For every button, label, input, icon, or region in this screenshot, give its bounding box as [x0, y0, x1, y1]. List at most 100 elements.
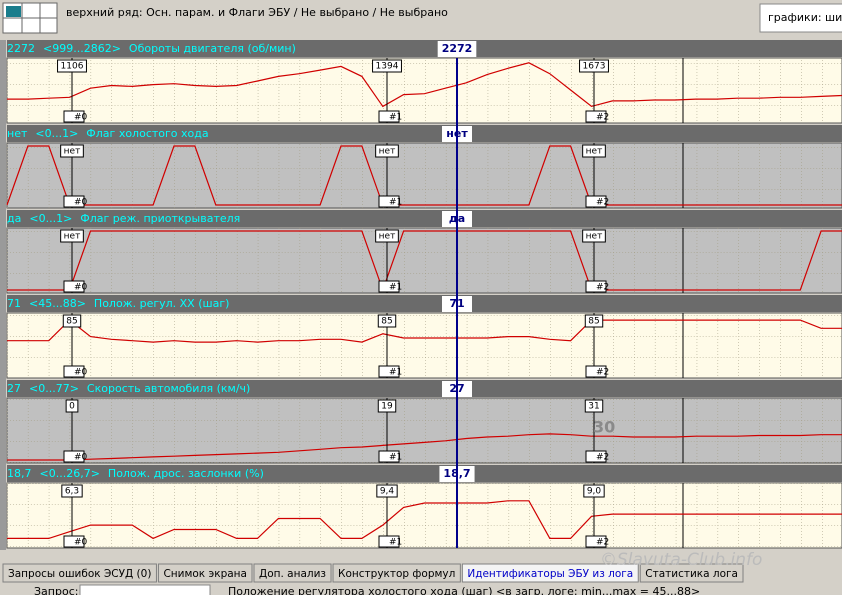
marker-index-box [585, 110, 607, 123]
marker-index: #0 [74, 113, 88, 123]
marker-value-box [376, 484, 398, 498]
marker-index-box [585, 535, 607, 548]
panel-header [7, 125, 842, 142]
toolbar [0, 0, 842, 38]
marker-index-box [63, 280, 85, 293]
tab[interactable] [461, 563, 639, 583]
request-input[interactable] [79, 584, 211, 595]
tab[interactable] [639, 563, 744, 583]
cursor-value-box [437, 41, 477, 57]
header-value: 27 [7, 382, 21, 395]
tab[interactable] [2, 563, 157, 583]
marker-value-box [372, 59, 402, 73]
marker-value: нет [64, 232, 81, 242]
layout-icon[interactable] [2, 2, 58, 34]
marker-index: #2 [596, 283, 609, 293]
marker-index-box [585, 280, 607, 293]
marker-value: 6,3 [65, 487, 79, 497]
marker-value: нет [586, 147, 603, 157]
trace [7, 230, 842, 292]
tab[interactable] [157, 563, 253, 583]
marker-value-box [579, 59, 609, 73]
header-value: 71 [7, 297, 21, 310]
marker-index-box [378, 450, 400, 463]
marker-index: #2 [596, 538, 609, 548]
trace [7, 62, 842, 108]
marker-value: 19 [381, 402, 393, 412]
marker-index: #1 [389, 453, 402, 463]
trace [7, 500, 842, 540]
tab-label[interactable]: Запросы ошибок ЭСУД (0) [8, 568, 151, 580]
header-value: 18,7 [7, 467, 32, 480]
marker-index-box [585, 450, 607, 463]
marker-value: 31 [588, 402, 599, 412]
header-range: <0...77> [29, 382, 79, 395]
marker-value-box [60, 229, 84, 243]
tab-label[interactable]: Конструктор формул [338, 568, 455, 580]
graphs-box[interactable] [759, 3, 842, 33]
marker-value: 85 [66, 317, 77, 327]
marker-index: #2 [596, 198, 609, 208]
marker-value: 0 [69, 402, 75, 412]
header-value: нет [7, 127, 28, 140]
marker-index: #1 [389, 368, 402, 378]
marker-value: нет [379, 232, 396, 242]
marker-index-box [63, 365, 85, 378]
panel-header [7, 210, 842, 227]
marker-index-box [378, 535, 400, 548]
marker-index: #2 [596, 368, 609, 378]
marker-value-box [61, 484, 83, 498]
marker-index-box [378, 110, 400, 123]
plot-grid [7, 313, 842, 378]
plot-grid [7, 228, 842, 293]
plot-grid [7, 398, 842, 463]
tab-label[interactable]: Идентификаторы ЭБУ из лога [467, 568, 633, 580]
marker-value-box [582, 144, 606, 158]
plot-grid [7, 483, 842, 548]
marker-value: 1394 [376, 62, 399, 72]
header-name: Флаг холостого хода [86, 127, 208, 140]
marker-index-box [63, 450, 85, 463]
header-value: да [7, 212, 21, 225]
panel-header-text: 2272 <999...2862> Обороты двигателя (об/ми… [7, 42, 296, 55]
tab-label[interactable]: Статистика лога [645, 568, 738, 580]
marker-index-box [63, 195, 85, 208]
panel-header-text: 71 <45...88> Полож. регул. ХХ (шаг) [7, 297, 229, 310]
marker-index-box [585, 195, 607, 208]
panel-header [7, 380, 842, 397]
status-label: Запрос: [34, 585, 78, 595]
marker-value: нет [379, 147, 396, 157]
marker-value-box [375, 229, 399, 243]
marker-index: #0 [74, 368, 88, 378]
panel-header [7, 40, 842, 57]
tab-label[interactable]: Снимок экрана [163, 568, 247, 580]
marker-index-box [378, 365, 400, 378]
marker-index: #2 [596, 113, 609, 123]
header-range: <999...2862> [43, 42, 121, 55]
plot-grid [7, 143, 842, 208]
marker-value-box [377, 399, 397, 413]
trace [6, 145, 842, 206]
header-range: <0...26,7> [40, 467, 100, 480]
tab[interactable] [332, 563, 461, 583]
marker-value-box [583, 484, 605, 498]
marker-value-box [582, 229, 606, 243]
panel-header [7, 465, 842, 482]
trace [7, 319, 842, 343]
marker-value: 1673 [583, 62, 606, 72]
marker-index: #1 [389, 283, 402, 293]
marker-index: #1 [389, 198, 402, 208]
marker-index: #0 [74, 538, 88, 548]
marker-index-box [585, 365, 607, 378]
marker-index: #1 [389, 113, 402, 123]
marker-value-box [57, 59, 87, 73]
marker-value-box [62, 314, 82, 328]
panel-header-text: 18,7 <0...26,7> Полож. дрос. заслонки (%) [7, 467, 264, 480]
marker-value: 85 [588, 317, 599, 327]
panel-header [7, 295, 842, 312]
tab-label[interactable]: Доп. анализ [259, 568, 326, 580]
header-name: Флаг реж. приоткрывателя [80, 212, 240, 225]
tab[interactable] [253, 563, 332, 583]
